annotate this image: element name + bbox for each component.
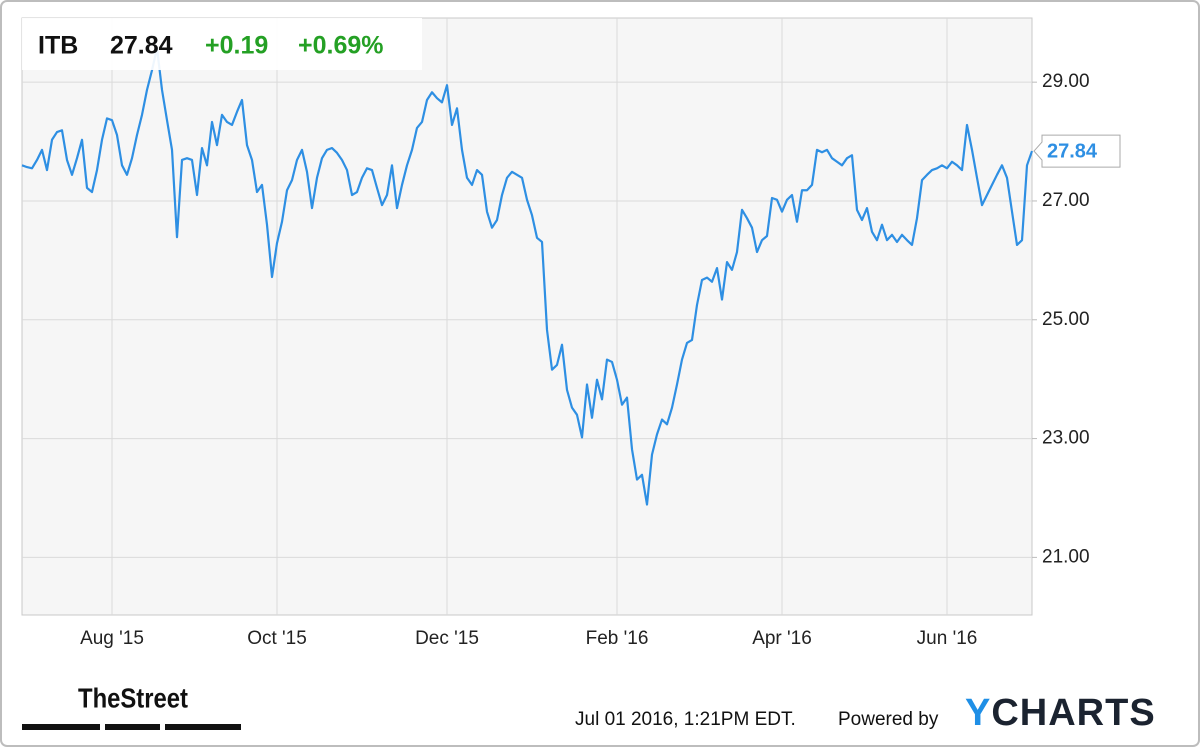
- logo-thestreet: TheStreet: [22, 682, 241, 730]
- brand: YCHARTS: [965, 692, 1156, 734]
- header-box: [22, 18, 422, 70]
- change: +0.19: [205, 32, 268, 60]
- y-tick-label: 27.00: [1042, 190, 1090, 211]
- logo-bar: [22, 724, 100, 730]
- x-tick-label: Apr '16: [752, 628, 812, 649]
- plot-area: [21, 17, 1033, 616]
- ticker: ITB: [38, 32, 78, 60]
- timestamp: Jul 01 2016, 1:21PM EDT.: [575, 709, 796, 730]
- lines: [21, 47, 1034, 506]
- x-tick-label: Feb '16: [586, 628, 649, 649]
- change-percent: +0.69%: [298, 32, 384, 60]
- logo-bar: [105, 724, 160, 730]
- price: 27.84: [110, 32, 173, 60]
- x-tick-label: Dec '15: [415, 628, 479, 649]
- grid: [22, 18, 1037, 615]
- source: TheStreet: [78, 682, 188, 713]
- price-line: [21, 47, 1034, 506]
- x-tick-label: Jun '16: [917, 628, 978, 649]
- y-tick-label: 23.00: [1042, 428, 1090, 449]
- y-tick-label: 21.00: [1042, 546, 1090, 567]
- last-value-box: [1033, 134, 1121, 168]
- y-tick-label: 25.00: [1042, 309, 1090, 330]
- x-tick-label: Aug '15: [80, 628, 144, 649]
- last-value-label: 27.84: [1047, 140, 1098, 162]
- brand-wrap: YCHARTS: [965, 692, 1156, 735]
- x-tick-label: Oct '15: [247, 628, 307, 649]
- y-tick-label: 29.00: [1042, 71, 1090, 92]
- logo-bar: [165, 724, 241, 730]
- powered-by: Powered by: [838, 709, 939, 730]
